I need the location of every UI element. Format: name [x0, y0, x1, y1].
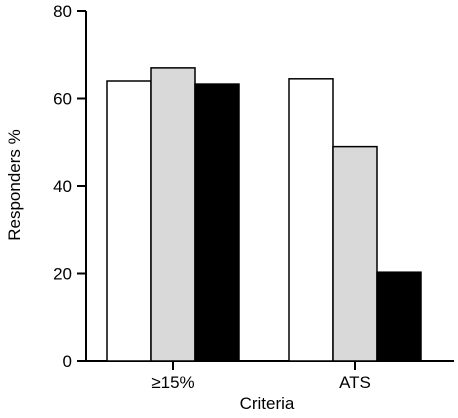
bar	[106, 80, 152, 362]
y-tick-label: 60	[53, 90, 72, 109]
bar	[332, 145, 378, 362]
y-tick-label: 0	[63, 352, 72, 371]
x-axis-title: Criteria	[240, 394, 295, 413]
x-tick-label: ≥15%	[151, 373, 194, 392]
y-axis-title: Responders %	[5, 129, 24, 241]
y-tick-label: 80	[53, 2, 72, 21]
bar	[376, 271, 422, 362]
x-tick-label: ATS	[339, 373, 371, 392]
bar	[288, 78, 334, 362]
y-axis: 0 20 40 60 80	[53, 2, 87, 371]
y-tick-label: 20	[53, 265, 72, 284]
bar	[150, 67, 196, 362]
y-tick-label: 40	[53, 177, 72, 196]
bar	[194, 83, 240, 362]
x-axis: ≥15% ATS	[86, 360, 454, 392]
bars	[106, 67, 422, 362]
